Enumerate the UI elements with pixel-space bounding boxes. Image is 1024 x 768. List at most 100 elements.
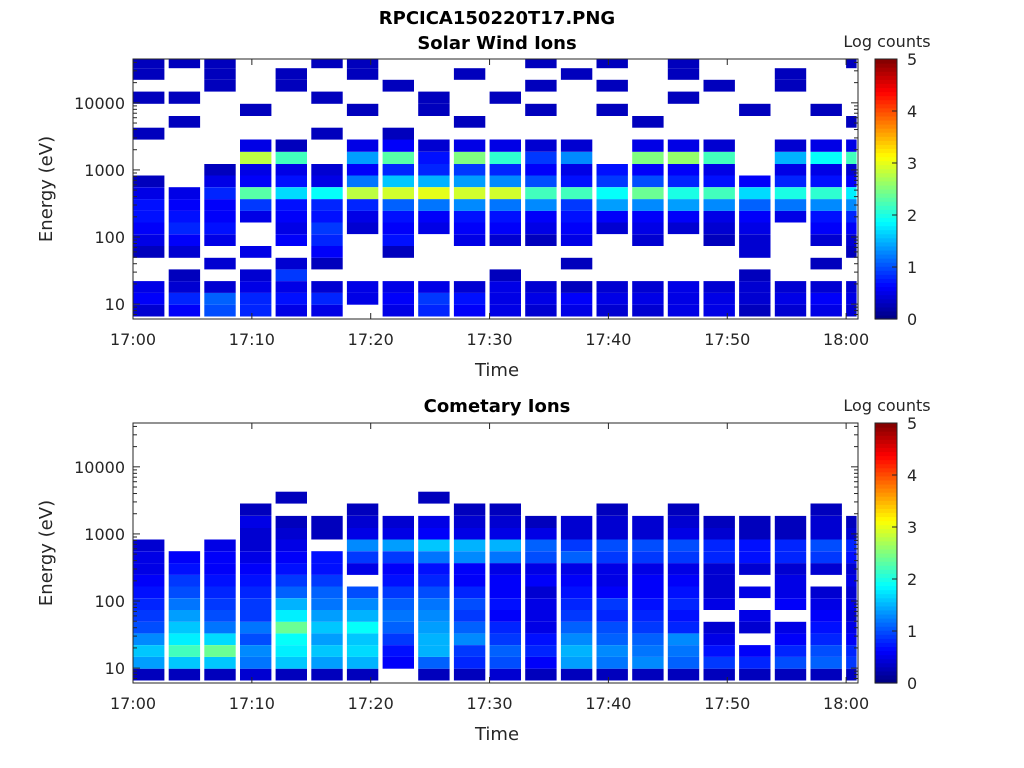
colorbar-swatch bbox=[875, 467, 897, 473]
colorbar-swatch bbox=[875, 286, 897, 292]
heatmap-cell bbox=[774, 633, 807, 645]
heatmap-cell bbox=[240, 551, 272, 564]
heatmap-cell bbox=[418, 210, 450, 223]
colorbar-swatch bbox=[875, 201, 897, 206]
cometary-panel: Cometary Ions 17:00 17:10 17:20 17:30 17:40 1… bbox=[36, 396, 931, 745]
heatmap-cell bbox=[810, 551, 842, 564]
heatmap-cell bbox=[846, 187, 857, 200]
panel-title: Solar Wind Ions bbox=[417, 33, 576, 54]
heatmap-cell bbox=[596, 574, 628, 587]
heatmap-cell bbox=[240, 281, 272, 293]
heatmap-cell bbox=[240, 645, 272, 657]
colorbar-swatch bbox=[875, 213, 897, 219]
heatmap-cell bbox=[133, 621, 165, 634]
heatmap-cell bbox=[382, 551, 414, 564]
heatmap-cell bbox=[168, 281, 201, 293]
y-tick-label: 10000 bbox=[74, 458, 125, 477]
heatmap-cell bbox=[382, 304, 414, 317]
heatmap-cell bbox=[240, 610, 272, 622]
heatmap-cell bbox=[453, 151, 486, 164]
heatmap-cell bbox=[346, 610, 379, 622]
colorbar-swatch bbox=[875, 87, 897, 93]
heatmap-cell bbox=[667, 503, 700, 516]
heatmap-cell bbox=[596, 79, 628, 92]
heatmap-cell bbox=[667, 68, 700, 80]
heatmap-cell bbox=[240, 621, 272, 634]
heatmap-cell bbox=[275, 528, 307, 540]
heatmap-cell bbox=[739, 187, 771, 200]
heatmap-cell bbox=[382, 234, 414, 246]
colorbar-swatch bbox=[875, 528, 897, 534]
colorbar-swatch bbox=[875, 144, 897, 149]
heatmap-cell bbox=[774, 515, 807, 528]
heatmap-cell bbox=[418, 633, 450, 645]
colorbar-swatch bbox=[875, 524, 897, 530]
heatmap-cell bbox=[739, 610, 771, 622]
heatmap-cell bbox=[739, 199, 771, 211]
heatmap-cell bbox=[632, 292, 664, 305]
heatmap-cell bbox=[133, 127, 165, 140]
heatmap-cell bbox=[596, 563, 628, 575]
heatmap-cell bbox=[346, 645, 379, 657]
heatmap-cell bbox=[275, 210, 307, 223]
heatmap-cell bbox=[346, 598, 379, 610]
heatmap-cell bbox=[703, 539, 735, 552]
heatmap-cell bbox=[703, 199, 735, 211]
heatmap-cell bbox=[275, 598, 307, 610]
heatmap-cell bbox=[774, 621, 807, 634]
heatmap-cell bbox=[240, 103, 272, 116]
heatmap-cell bbox=[632, 175, 664, 188]
heatmap-cell bbox=[703, 304, 735, 317]
heatmap-cell bbox=[346, 621, 379, 634]
heatmap-cell bbox=[525, 610, 557, 622]
colorbar-swatch bbox=[875, 630, 897, 635]
heatmap-cell bbox=[632, 234, 664, 246]
heatmap-cell bbox=[774, 187, 807, 200]
heatmap-cell bbox=[846, 199, 857, 211]
heatmap-cell bbox=[739, 563, 771, 575]
colorbar-swatch bbox=[875, 197, 897, 202]
colorbar-swatch bbox=[875, 561, 897, 566]
heatmap-cell bbox=[418, 598, 450, 610]
heatmap-cell bbox=[739, 269, 771, 281]
heatmap-cell bbox=[204, 59, 236, 69]
y-axis-label: Energy (eV) bbox=[36, 500, 57, 606]
colorbar-swatch bbox=[875, 483, 897, 489]
heatmap-cell bbox=[739, 210, 771, 223]
heatmap-cell bbox=[560, 210, 593, 223]
heatmap-cell bbox=[133, 68, 165, 80]
heatmap-cell bbox=[667, 199, 700, 211]
heatmap-cell bbox=[489, 621, 521, 634]
heatmap-cell bbox=[596, 668, 628, 681]
heatmap-cell bbox=[810, 539, 842, 552]
heatmap-cell bbox=[204, 551, 236, 564]
heatmap-cell bbox=[703, 551, 735, 564]
heatmap-cell bbox=[489, 610, 521, 622]
heatmap-cell bbox=[382, 645, 414, 657]
heatmap-cell bbox=[133, 281, 165, 293]
heatmap-cell bbox=[204, 79, 236, 92]
colorbar-swatch bbox=[875, 488, 897, 493]
heatmap-cell bbox=[596, 539, 628, 552]
heatmap-cell bbox=[418, 199, 450, 211]
heatmap-cell bbox=[489, 164, 521, 176]
heatmap-cell bbox=[133, 59, 165, 69]
heatmap-cell bbox=[703, 234, 735, 246]
heatmap-cell bbox=[560, 164, 593, 176]
heatmap-cell bbox=[418, 281, 450, 293]
heatmap-cell bbox=[168, 292, 201, 305]
heatmap-cell bbox=[382, 199, 414, 211]
colorbar-swatch bbox=[875, 310, 897, 316]
heatmap-cell bbox=[204, 175, 236, 188]
heatmap-cell bbox=[525, 563, 557, 575]
heatmap-cell bbox=[489, 563, 521, 575]
colorbar-swatch bbox=[875, 670, 897, 676]
heatmap-cell bbox=[489, 234, 521, 246]
colorbar-swatch bbox=[875, 168, 897, 174]
heatmap-cell bbox=[703, 187, 735, 200]
colorbar-swatch bbox=[875, 605, 897, 611]
heatmap-cell bbox=[667, 210, 700, 223]
heatmap-cell bbox=[846, 515, 857, 528]
heatmap-cell bbox=[489, 645, 521, 657]
y-tick-label: 1000 bbox=[84, 161, 125, 180]
